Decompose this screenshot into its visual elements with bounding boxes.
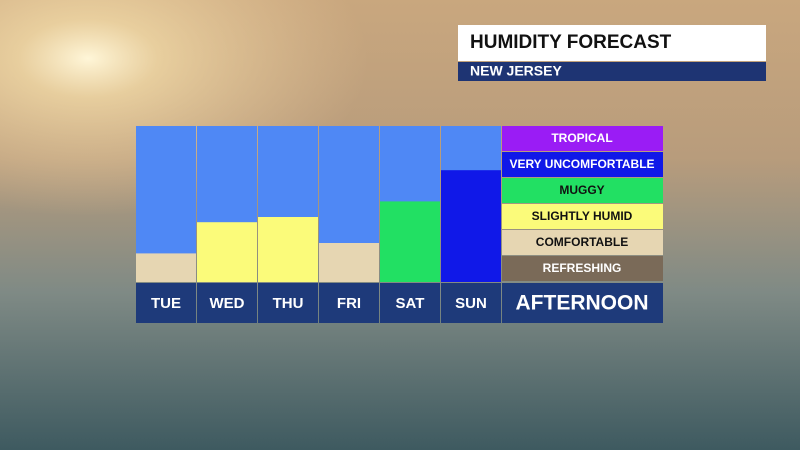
- x-tick-label: SUN: [455, 295, 487, 312]
- legend-label: TROPICAL: [551, 131, 612, 145]
- bar: [319, 243, 379, 282]
- legend-label: REFRESHING: [543, 261, 622, 275]
- x-tick-label: TUE: [151, 295, 181, 312]
- day-box: [319, 283, 379, 323]
- legend-swatch: [502, 152, 663, 177]
- day-box: [197, 283, 257, 323]
- chart-subtitle: NEW JERSEY: [470, 63, 562, 79]
- bar: [441, 170, 501, 282]
- legend-label: SLIGHTLY HUMID: [532, 209, 633, 223]
- subtitle-box: [458, 62, 766, 81]
- bar: [380, 201, 440, 282]
- legend-swatch: [502, 230, 663, 255]
- legend-label: MUGGY: [559, 183, 604, 197]
- legend-swatch: [502, 178, 663, 203]
- x-tick-label: THU: [273, 295, 304, 312]
- legend-label: VERY UNCOMFORTABLE: [509, 157, 654, 171]
- day-box: [441, 283, 501, 323]
- legend-label: COMFORTABLE: [536, 235, 628, 249]
- x-tick-label: FRI: [337, 295, 361, 312]
- chart-title: HUMIDITY FORECAST: [470, 32, 672, 53]
- day-box: [136, 283, 196, 323]
- legend-swatch: [502, 126, 663, 151]
- x-tick-label: WED: [210, 295, 245, 312]
- day-box: [380, 283, 440, 323]
- day-box: [258, 283, 318, 323]
- title-box: [458, 25, 766, 61]
- x-tick-label: SAT: [396, 295, 425, 312]
- bar: [258, 217, 318, 282]
- bar: [136, 253, 196, 282]
- x-label-box: [502, 283, 663, 323]
- x-label: AFTERNOON: [516, 292, 649, 315]
- bar: [197, 222, 257, 282]
- legend-swatch: [502, 256, 663, 281]
- legend-swatch: [502, 204, 663, 229]
